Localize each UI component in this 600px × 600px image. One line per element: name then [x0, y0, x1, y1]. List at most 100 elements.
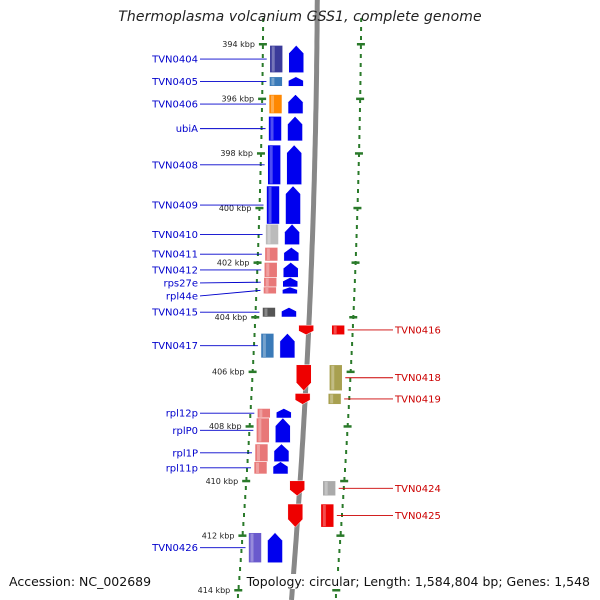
ring-dot	[261, 54, 264, 58]
gene-label-rplp0[interactable]: rplP0	[172, 426, 198, 437]
gene-arrow-tvn0416[interactable]	[298, 324, 314, 336]
gene-box-tvn0409[interactable]	[266, 185, 280, 225]
gene-label-tvn0404[interactable]: TVN0404	[151, 55, 198, 66]
gene-box-highlight	[333, 326, 337, 334]
gene-arrow-tvn0412[interactable]	[282, 262, 299, 278]
gene-box-rpl12p[interactable]	[257, 408, 271, 419]
gene-box-rpl1p[interactable]	[254, 443, 269, 462]
ring-dot	[359, 63, 362, 67]
gene-box-highlight	[265, 278, 269, 286]
gene-label-ubia[interactable]: ubiA	[176, 124, 198, 135]
gene-label-tvn0412[interactable]: TVN0412	[151, 265, 198, 276]
gene-arrow-tvn0417[interactable]	[279, 333, 296, 359]
gene-box-ubia[interactable]	[268, 116, 282, 142]
gene-arrow-tvn0404[interactable]	[288, 44, 304, 73]
genome-summary: Topology: circular; Length: 1,584,804 bp…	[244, 574, 590, 589]
gene-arrow-tvn0415[interactable]	[281, 307, 297, 318]
gene-label-tvn0417[interactable]: TVN0417	[151, 341, 198, 352]
gene-arrow-rplp0[interactable]	[275, 417, 291, 443]
scale-tick	[242, 479, 251, 483]
gene-label-rpl1p[interactable]: rpl1P	[172, 448, 198, 459]
gene-label-tvn0418[interactable]: TVN0418	[394, 373, 441, 384]
gene-arrow-rpl1p[interactable]	[273, 443, 290, 462]
gene-box-rpl44e[interactable]	[263, 286, 277, 295]
gene-label-tvn0424[interactable]: TVN0424	[394, 484, 441, 495]
ring-dot	[347, 405, 350, 409]
gene-box-tvn0416[interactable]	[331, 324, 345, 336]
gene-arrow-tvn0424[interactable]	[289, 480, 305, 497]
gene-box-highlight	[256, 444, 260, 461]
gene-box-tvn0418[interactable]	[328, 364, 343, 392]
ring-dot	[248, 423, 251, 427]
gene-arrow-tvn0410[interactable]	[284, 223, 300, 245]
gene-arrow-tvn0426[interactable]	[267, 532, 283, 563]
scale-tick	[336, 534, 345, 537]
gene-box-tvn0405[interactable]	[269, 76, 283, 87]
gene-arrow-rps27e[interactable]	[282, 277, 298, 288]
gene-box-highlight	[265, 287, 269, 293]
gene-box-rps27e[interactable]	[263, 277, 278, 288]
gene-arrow-rpl44e[interactable]	[282, 286, 298, 295]
gene-label-tvn0425[interactable]: TVN0425	[394, 511, 441, 522]
ring-dot	[260, 144, 263, 148]
gene-label-rpl12p[interactable]: rpl12p	[166, 409, 198, 420]
ring-dot	[343, 477, 346, 481]
gene-box-highlight	[266, 248, 270, 261]
ring-dot	[358, 108, 361, 112]
gene-box-tvn0404[interactable]	[269, 45, 284, 73]
accession-text: Accession: NC_002689	[9, 574, 152, 589]
gene-label-tvn0411[interactable]: TVN0411	[151, 250, 198, 261]
gene-box-rplp0[interactable]	[256, 417, 270, 443]
gene-box-tvn0412[interactable]	[263, 262, 278, 278]
scale-tick	[332, 589, 341, 592]
gene-arrow-tvn0406[interactable]	[287, 94, 304, 114]
label-leader	[199, 289, 261, 297]
gene-box-tvn0415[interactable]	[262, 307, 276, 318]
gene-label-tvn0406[interactable]: TVN0406	[151, 100, 198, 111]
gene-label-tvn0416[interactable]: TVN0416	[394, 325, 441, 336]
scale-tick	[256, 152, 265, 155]
gene-arrow-tvn0419[interactable]	[294, 393, 311, 405]
label-leader	[199, 281, 261, 284]
gene-box-tvn0417[interactable]	[260, 333, 275, 359]
ring-dot	[353, 288, 356, 292]
gene-arrow-tvn0418[interactable]	[296, 364, 312, 392]
gene-box-tvn0424[interactable]	[322, 480, 336, 497]
gene-box-tvn0419[interactable]	[327, 393, 342, 405]
gene-arrow-tvn0408[interactable]	[286, 144, 302, 185]
gene-arrow-tvn0425[interactable]	[287, 503, 304, 528]
gene-arrow-tvn0411[interactable]	[283, 247, 300, 262]
gene-box-rpl11p[interactable]	[253, 461, 268, 475]
ring-dot	[257, 225, 260, 229]
gene-box-tvn0411[interactable]	[264, 247, 279, 262]
gene-box-tvn0410[interactable]	[265, 223, 279, 245]
gene-label-tvn0409[interactable]: TVN0409	[151, 201, 198, 212]
gene-arrow-tvn0405[interactable]	[288, 76, 304, 87]
ring-dot	[253, 342, 256, 346]
gene-label-rpl11p[interactable]: rpl11p	[166, 463, 198, 474]
gene-box-tvn0406[interactable]	[268, 94, 283, 114]
gene-label-rps27e[interactable]: rps27e	[163, 278, 198, 289]
gene-label-tvn0405[interactable]: TVN0405	[151, 77, 198, 88]
ring-dot	[239, 558, 242, 562]
gene-arrow-ubia[interactable]	[287, 115, 303, 142]
gene-arrow-tvn0409[interactable]	[285, 185, 301, 225]
gene-label-rpl44e[interactable]: rpl44e	[166, 291, 198, 302]
scale-tick	[346, 370, 355, 374]
gene-box-highlight	[330, 394, 334, 404]
ring-dot	[341, 513, 344, 517]
gene-box-tvn0408[interactable]	[267, 144, 281, 185]
gene-arrow-rpl12p[interactable]	[276, 408, 292, 419]
scale-tick	[354, 152, 363, 155]
gene-box-tvn0425[interactable]	[320, 503, 335, 528]
gene-box-highlight	[271, 46, 275, 72]
gene-arrow-rpl11p[interactable]	[272, 461, 289, 475]
gene-label-tvn0408[interactable]: TVN0408	[151, 160, 198, 171]
gene-label-tvn0419[interactable]: TVN0419	[394, 394, 441, 405]
gene-box-tvn0426[interactable]	[248, 532, 262, 563]
gene-label-tvn0426[interactable]: TVN0426	[151, 543, 198, 554]
gene-label-tvn0415[interactable]: TVN0415	[151, 308, 198, 319]
ring-dot	[360, 18, 363, 22]
gene-label-tvn0410[interactable]: TVN0410	[151, 230, 198, 241]
